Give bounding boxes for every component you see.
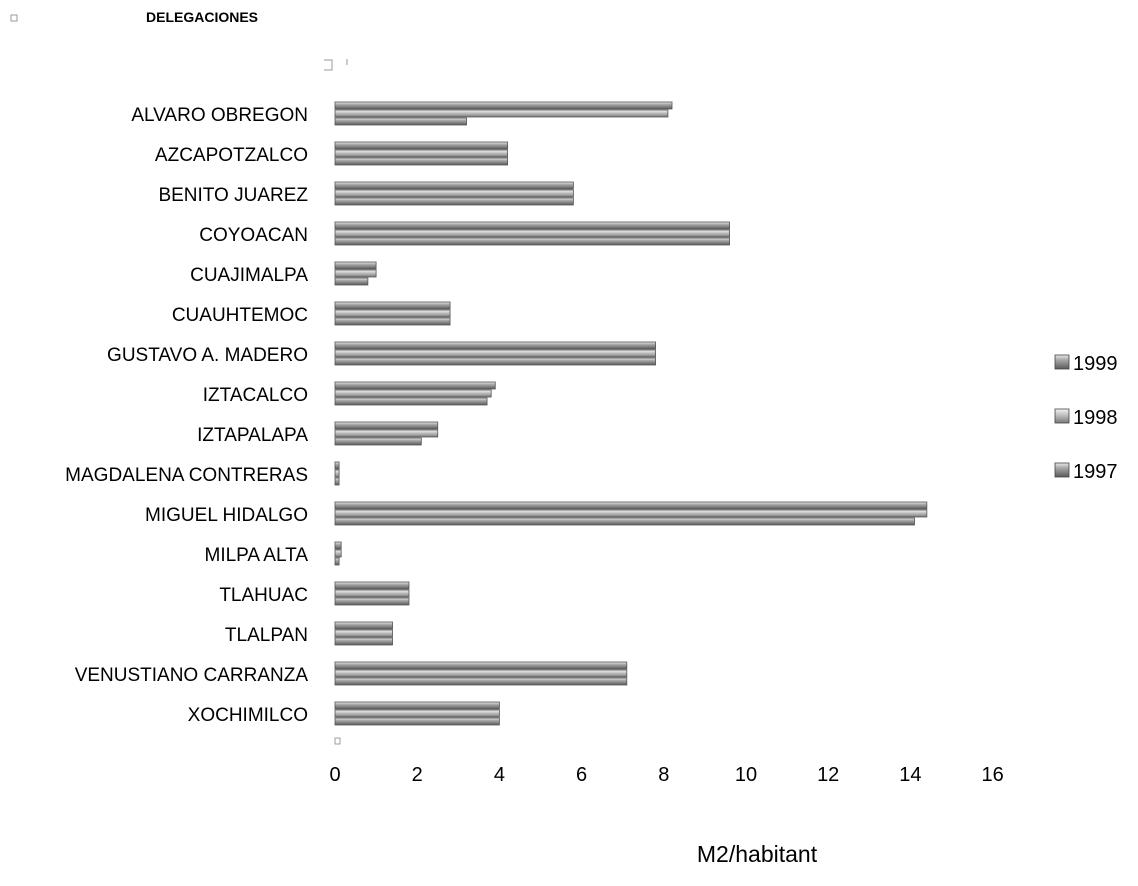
bar-1997 [334,517,915,526]
legend-swatch-1998 [1054,408,1070,424]
bar-1997 [334,637,393,646]
bar-1999 [334,701,500,710]
category-label: CUAJIMALPA [190,265,308,286]
category-label: XOCHIMILCO [188,705,308,726]
bar-1999 [334,181,574,190]
category-label: VENUSTIANO CARRANZA [75,665,309,686]
legend-label-1997: 1997 [1073,461,1118,483]
category-label: IZTAPALAPA [197,425,308,446]
bar-1999 [334,621,393,630]
bar-1999 [334,141,509,150]
legend-label-1999: 1999 [1073,353,1118,375]
bar-1999 [334,341,656,350]
bar-1998 [334,149,509,158]
legend-label-1998: 1998 [1073,407,1118,429]
bar-1998 [334,709,500,718]
x-tick-label: 0 [329,764,340,786]
category-label: MAGDALENA CONTRERAS [65,465,308,486]
bar-1998 [334,629,393,638]
category-label: BENITO JUAREZ [158,185,308,206]
bar-1998 [334,229,730,238]
category-label: AZCAPOTZALCO [155,145,308,166]
bar-1997 [334,317,451,326]
bar-1998 [334,269,377,278]
legend-swatch-1997 [1054,462,1070,478]
x-tick-label: 16 [981,764,1003,786]
bar-1999 [334,541,342,550]
category-label: GUSTAVO A. MADERO [107,345,308,366]
bar-1999 [334,581,410,590]
category-label: CUAUHTEMOC [172,305,308,326]
bar-1997 [334,357,656,366]
bar-1997 [334,717,500,726]
category-label: TLALPAN [225,625,308,646]
bar-1997 [334,277,369,286]
bar-1998 [334,109,669,118]
bar-1999 [334,381,496,390]
bar-1997 [334,117,467,126]
category-label: IZTACALCO [203,385,308,406]
category-label: ALVARO OBREGON [131,105,308,126]
bar-1997 [334,557,340,566]
bar-1997 [334,677,628,686]
bar-1998 [334,509,928,518]
bar-1998 [334,429,439,438]
bar-1997 [334,157,509,166]
bar-1998 [334,469,340,478]
bar-1997 [334,437,422,446]
corner-handle-icon [10,14,18,22]
placeholder-bracket-icon [324,59,333,71]
category-label: MIGUEL HIDALGO [145,505,308,526]
axis-origin-marker [334,737,341,745]
bar-1997 [334,197,574,206]
x-tick-label: 6 [576,764,587,786]
bar-1998 [334,589,410,598]
bar-1999 [334,461,340,470]
bar-1998 [334,389,492,398]
x-tick-label: 10 [735,764,757,786]
bar-1999 [334,261,377,270]
chart-title: DELEGACIONES [146,9,258,25]
x-tick-label: 14 [899,764,921,786]
bar-1998 [334,549,342,558]
bar-1997 [334,597,410,606]
category-label: TLAHUAC [219,585,308,606]
bar-1999 [334,301,451,310]
category-label: COYOACAN [199,225,308,246]
bar-1999 [334,101,673,110]
bar-1998 [334,189,574,198]
x-axis-title: M2/habitant [697,841,818,867]
x-tick-label: 12 [817,764,839,786]
bar-1999 [334,221,730,230]
bar-1999 [334,421,439,430]
bar-1999 [334,501,928,510]
category-label: MILPA ALTA [205,545,309,566]
legend-swatch-1999 [1054,354,1070,370]
bar-1997 [334,477,340,486]
bar-1999 [334,661,628,670]
bar-1998 [334,669,628,678]
bar-1997 [334,397,488,406]
bar-1998 [334,309,451,318]
bar-1997 [334,237,730,246]
x-tick-label: 2 [412,764,423,786]
bar-1998 [334,349,656,358]
x-tick-label: 4 [494,764,505,786]
x-tick-label: 8 [658,764,669,786]
